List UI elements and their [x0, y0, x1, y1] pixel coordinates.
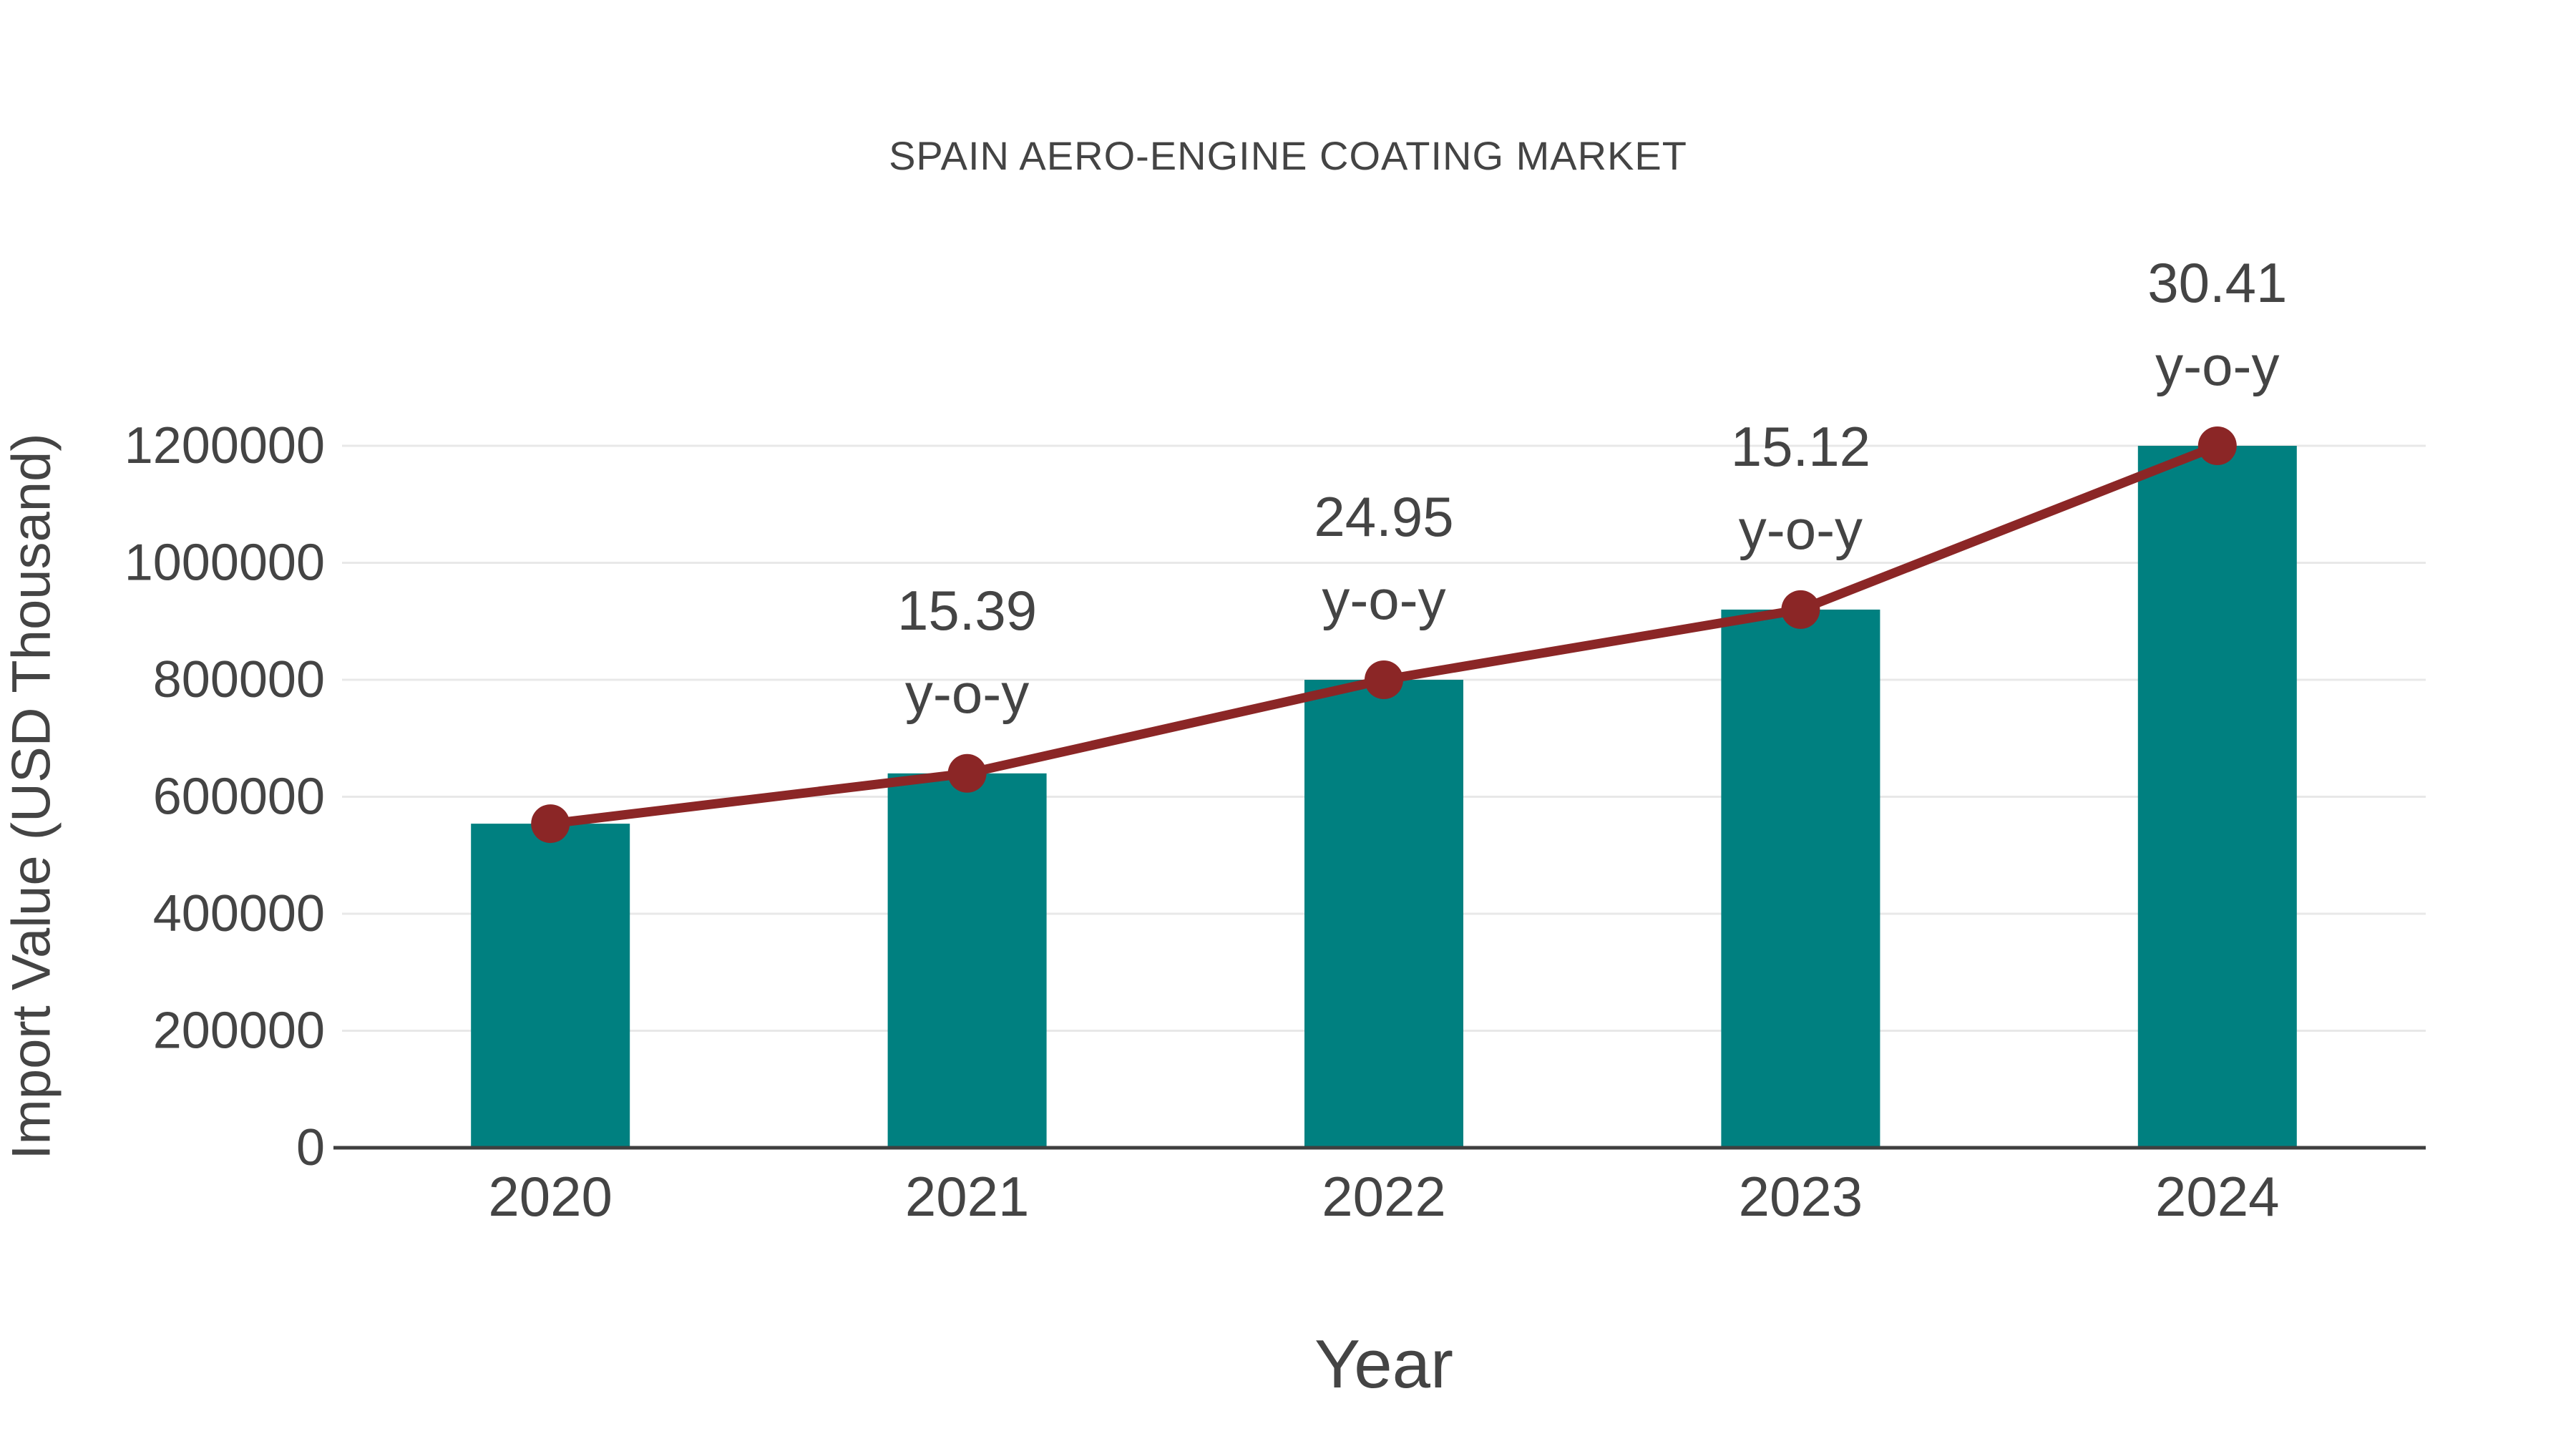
x-tick-label: 2024 — [2155, 1165, 2280, 1228]
y-tick-label: 1000000 — [125, 535, 325, 592]
y-tick-label: 200000 — [153, 1002, 325, 1060]
x-tick-label: 2023 — [1739, 1165, 1863, 1228]
x-tick-label: 2020 — [488, 1165, 613, 1228]
marker-2023 — [1781, 590, 1820, 629]
marker-2022 — [1365, 660, 1403, 699]
bar-2020 — [471, 824, 630, 1147]
y-tick-label: 400000 — [153, 885, 325, 942]
bar-2023 — [1721, 609, 1880, 1147]
chart-title: SPAIN AERO-ENGINE COATING MARKET — [889, 133, 1687, 178]
bar-2021 — [887, 773, 1047, 1147]
bar-2022 — [1304, 680, 1463, 1147]
annotation-suffix: y-o-y — [2155, 334, 2279, 397]
y-tick-label: 1200000 — [125, 417, 325, 474]
annotation-value: 15.39 — [897, 579, 1037, 642]
x-tick-label: 2021 — [905, 1165, 1030, 1228]
annotation-value: 15.12 — [1731, 415, 1870, 478]
annotation-value: 30.41 — [2147, 251, 2287, 314]
marker-2024 — [2197, 426, 2237, 465]
x-axis-title: Year — [1314, 1326, 1453, 1402]
annotation-suffix: y-o-y — [1739, 498, 1863, 561]
marker-2021 — [947, 753, 987, 793]
marker-2020 — [531, 804, 570, 844]
bar-2024 — [2137, 446, 2297, 1147]
annotation-suffix: y-o-y — [905, 662, 1029, 725]
y-tick-label: 800000 — [153, 651, 325, 708]
annotation-value: 24.95 — [1314, 485, 1453, 548]
y-tick-label: 0 — [296, 1119, 325, 1176]
y-tick-label: 600000 — [153, 769, 325, 826]
annotation-suffix: y-o-y — [1322, 568, 1445, 631]
x-tick-label: 2022 — [1322, 1165, 1446, 1228]
